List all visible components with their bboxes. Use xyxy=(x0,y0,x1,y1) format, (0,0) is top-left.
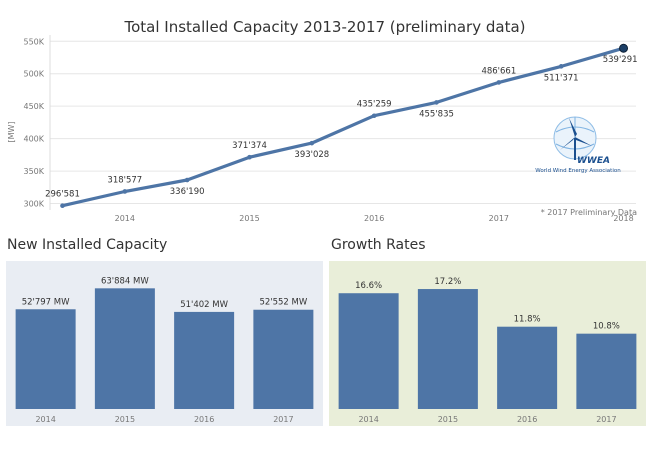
x-tick-label: 2018 xyxy=(613,214,633,223)
bar-category-label: 2017 xyxy=(596,415,616,424)
x-tick-label: 2017 xyxy=(489,214,509,223)
data-point xyxy=(309,140,315,146)
logo-wordmark: WWEA xyxy=(577,156,610,166)
data-label: 296'581 xyxy=(45,190,80,200)
line-series xyxy=(60,43,629,209)
bar-category-label: 2015 xyxy=(438,415,458,424)
bar xyxy=(497,326,558,409)
y-tick-label: 500K xyxy=(23,70,44,79)
x-tick-label: 2014 xyxy=(115,214,135,223)
data-point xyxy=(496,80,502,85)
data-label: 435'259 xyxy=(357,100,392,110)
data-point xyxy=(247,154,252,160)
new-capacity-panel: 52'797 MW 2014 63'884 MW 2015 51'402 MW 2016 5… xyxy=(6,261,323,426)
bar xyxy=(174,311,235,409)
x-tick-label: 2016 xyxy=(364,214,384,223)
bar-category-label: 2015 xyxy=(115,415,135,424)
bar-category-label: 2014 xyxy=(358,415,378,424)
data-point xyxy=(184,177,190,183)
data-labels: 296'581 318'577 336'190 371'374 393'028 435'2… xyxy=(45,55,637,199)
bar-category-label: 2016 xyxy=(517,415,537,424)
series-line xyxy=(62,46,624,208)
footnote: * 2017 Preliminary Data xyxy=(541,208,637,217)
x-tick-label: 2015 xyxy=(239,214,259,223)
y-axis-label: [MW] xyxy=(7,121,16,142)
bar-value-label: 16.6% xyxy=(355,281,382,291)
new-capacity-title: New Installed Capacity xyxy=(7,237,168,253)
bar xyxy=(417,289,478,409)
bar-category-label: 2014 xyxy=(35,415,55,424)
y-tick-label: 300K xyxy=(23,200,44,209)
wwea-logo: WWEA World Wind Energy Association xyxy=(535,116,621,174)
bar-value-label: 17.2% xyxy=(434,277,461,287)
new-capacity-chart: 52'797 MW 2014 63'884 MW 2015 51'402 MW 2016 5… xyxy=(15,276,314,424)
data-point xyxy=(434,100,439,105)
data-label: 393'028 xyxy=(294,150,329,160)
bar xyxy=(338,293,399,409)
bar-value-label: 51'402 MW xyxy=(180,300,228,310)
bar xyxy=(576,333,637,409)
bar-value-label: 11.8% xyxy=(514,315,541,325)
growth-rates-panel: 16.6% 2014 17.2% 2015 11.8% 2016 10.8% 2017 xyxy=(329,261,646,426)
bar xyxy=(94,288,155,409)
chart-title: Total Installed Capacity 2013-2017 (prel… xyxy=(124,18,526,36)
bar-value-label: 52'552 MW xyxy=(259,298,307,308)
bar xyxy=(15,309,76,409)
data-point xyxy=(60,203,65,209)
bar-value-label: 63'884 MW xyxy=(101,276,149,286)
data-label: 336'190 xyxy=(170,187,205,197)
data-point xyxy=(558,64,564,69)
data-point xyxy=(371,113,377,119)
data-label: 486'661 xyxy=(481,66,516,76)
bar xyxy=(253,309,314,409)
y-axis-ticks: 300K 350K 400K 450K 500K 550K xyxy=(23,37,44,208)
data-label: 371'374 xyxy=(232,141,267,151)
bar-category-label: 2017 xyxy=(273,415,293,424)
bar-category-label: 2016 xyxy=(194,415,214,424)
data-label: 539'291 xyxy=(603,55,638,65)
data-point xyxy=(122,189,128,194)
y-tick-label: 350K xyxy=(23,167,44,176)
logo-subtitle: World Wind Energy Association xyxy=(535,168,621,174)
x-axis-ticks: 2014 2015 2016 2017 2018 xyxy=(115,214,634,223)
y-tick-label: 400K xyxy=(23,135,44,144)
growth-rates-title: Growth Rates xyxy=(331,237,426,253)
bar-value-label: 10.8% xyxy=(593,322,620,332)
data-label: 511'371 xyxy=(544,73,579,83)
bar-value-label: 52'797 MW xyxy=(22,297,70,307)
data-label: 318'577 xyxy=(107,175,142,185)
data-point xyxy=(619,43,629,53)
growth-rates-chart: 16.6% 2014 17.2% 2015 11.8% 2016 10.8% 2017 xyxy=(338,277,637,424)
data-label: 455'835 xyxy=(419,109,454,119)
y-tick-label: 550K xyxy=(23,37,44,46)
y-tick-label: 450K xyxy=(23,102,44,111)
